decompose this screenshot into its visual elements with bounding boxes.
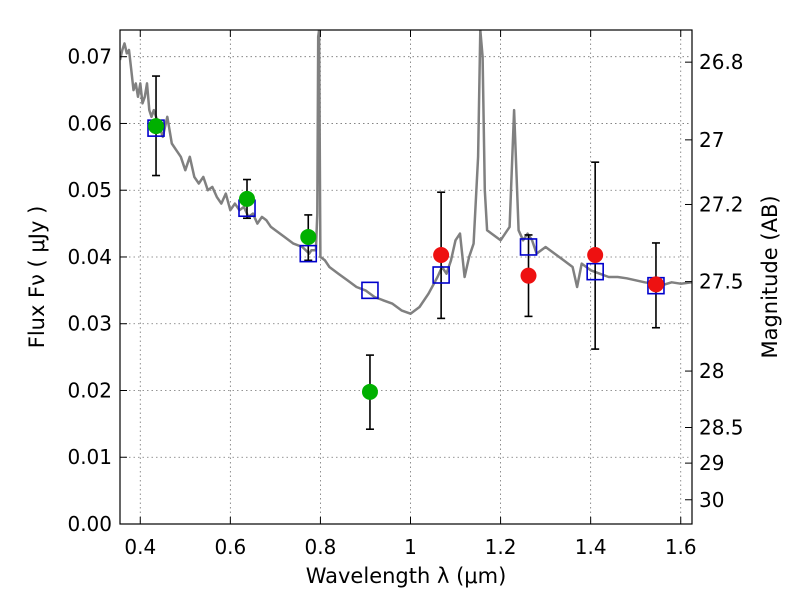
y2-axis-title: Magnitude (AB)	[758, 195, 782, 358]
y-tick-label: 0.06	[67, 111, 112, 135]
data-marks	[120, 30, 692, 431]
y-tick-label: 0.05	[67, 178, 112, 202]
mag-tick-label: 27.5	[699, 270, 744, 294]
mag-tick-label: 27.2	[699, 192, 744, 216]
data-point	[433, 246, 450, 263]
plot-area	[120, 30, 692, 431]
sed-model-line	[120, 30, 692, 315]
y-tick-label: 0.01	[67, 445, 112, 469]
mag-tick-label: 28.5	[699, 416, 744, 440]
x-tick-label: 0.6	[214, 535, 246, 559]
model-square	[432, 266, 450, 284]
x-tick-label: 1.4	[575, 535, 607, 559]
y-axis-title: Flux Fν ( μJy )	[25, 206, 49, 349]
x-tick-label: 1.2	[485, 535, 517, 559]
x-tick-label: 1	[404, 535, 417, 559]
model-square	[586, 262, 604, 281]
y-tick-label: 0.04	[67, 245, 112, 269]
data-point	[148, 118, 165, 135]
x-tick-label: 0.4	[124, 535, 156, 559]
data-point	[300, 228, 317, 245]
mag-tick-label: 27	[699, 128, 724, 152]
model-square	[519, 238, 538, 256]
mag-tick-label: 29	[699, 451, 724, 475]
model-square	[361, 281, 379, 300]
y-tick-label: 0.02	[67, 378, 112, 402]
model-square	[299, 244, 318, 263]
data-point	[520, 267, 537, 284]
data-point	[361, 383, 378, 400]
x-axis-title: Wavelength λ (μm)	[306, 564, 507, 588]
mag-tick-label: 30	[699, 488, 724, 512]
x-tick-label: 1.6	[665, 535, 697, 559]
x-tick-label: 0.8	[305, 535, 337, 559]
y-tick-label: 0.00	[67, 512, 112, 536]
y-tick-label: 0.03	[67, 312, 112, 336]
mag-tick-label: 28	[699, 359, 724, 383]
y-tick-label: 0.07	[67, 45, 112, 69]
data-point	[647, 276, 664, 293]
plot-frame	[119, 29, 693, 525]
data-point	[587, 246, 604, 263]
axes: 0.4 0.6 0.8 1 1.2 1.4 1.6 0.00 0.01 0.02 0.03 0.04 0…	[67, 30, 744, 559]
mag-tick-label: 26.8	[699, 50, 744, 74]
data-point	[239, 190, 256, 207]
